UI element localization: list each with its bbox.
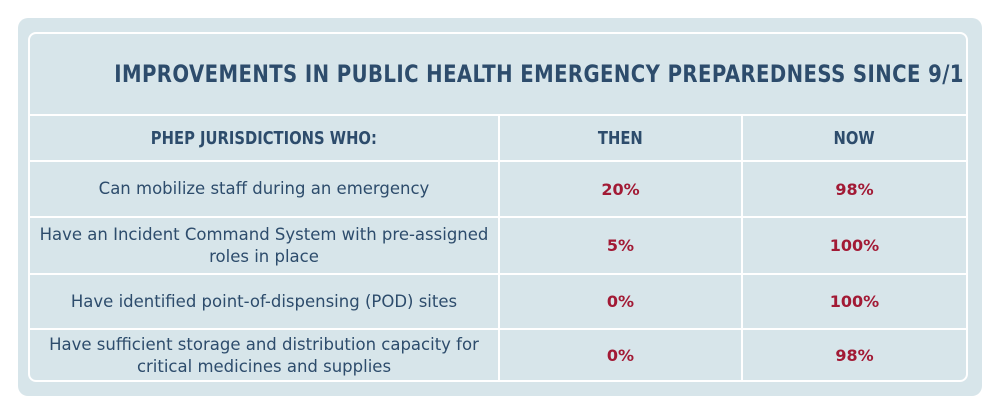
now-value: 100% (741, 273, 966, 330)
now-value: 98% (741, 160, 966, 218)
row-label: Have sufficient storage and distribution… (30, 328, 500, 380)
table-frame: IMPROVEMENTS IN PUBLIC HEALTH EMERGENCY … (28, 32, 968, 382)
now-value: 98% (741, 328, 966, 380)
table-title: IMPROVEMENTS IN PUBLIC HEALTH EMERGENCY … (114, 60, 968, 88)
table-row: Can mobilize staff during an emergency 2… (30, 160, 966, 218)
row-label: Can mobilize staff during an emergency (30, 160, 500, 218)
column-header-then: THEN (498, 114, 743, 162)
then-value: 5% (498, 216, 743, 275)
data-table: PHEP JURISDICTIONS WHO: THEN NOW Can mob… (30, 114, 966, 380)
then-value: 0% (498, 328, 743, 380)
table-row: Have identified point-of-dispensing (POD… (30, 273, 966, 330)
table-card: IMPROVEMENTS IN PUBLIC HEALTH EMERGENCY … (18, 18, 982, 396)
then-value: 20% (498, 160, 743, 218)
now-value: 100% (741, 216, 966, 275)
then-value: 0% (498, 273, 743, 330)
table-row: Have an Incident Command System with pre… (30, 216, 966, 275)
column-header-now: NOW (741, 114, 966, 162)
column-header-jurisdictions: PHEP JURISDICTIONS WHO: (30, 114, 500, 162)
row-label: Have identified point-of-dispensing (POD… (30, 273, 500, 330)
table-row: Have sufficient storage and distribution… (30, 328, 966, 380)
row-label: Have an Incident Command System with pre… (30, 216, 500, 275)
table-header-row: PHEP JURISDICTIONS WHO: THEN NOW (30, 114, 966, 162)
